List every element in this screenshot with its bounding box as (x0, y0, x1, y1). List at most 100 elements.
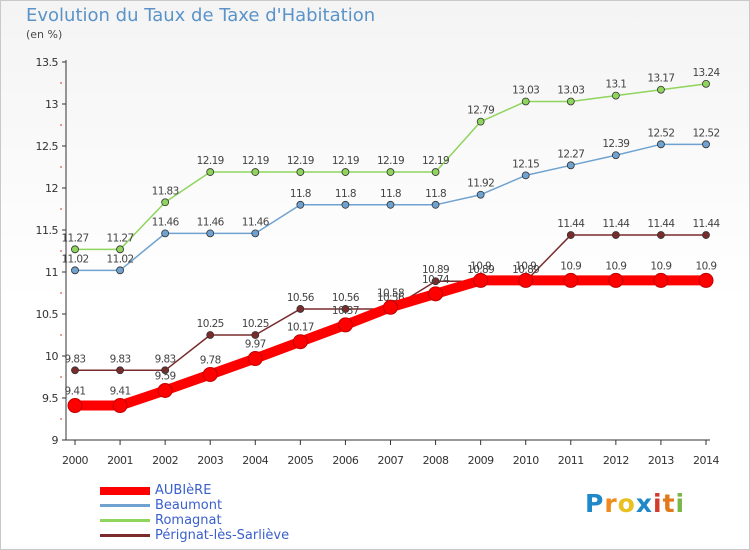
y-tick-label: 11.5 (36, 224, 59, 237)
data-label: 10.37 (332, 305, 359, 317)
data-point (206, 168, 215, 176)
data-label: 9.83 (155, 353, 176, 365)
data-point (292, 334, 308, 350)
y-tick-label: 13.5 (36, 56, 59, 69)
data-label: 9.97 (245, 339, 266, 351)
data-label: 11.44 (647, 218, 675, 230)
data-label: 12.19 (422, 155, 449, 167)
legend-entry: Romagnat (100, 513, 289, 528)
data-point (521, 171, 530, 180)
data-point (518, 272, 534, 288)
x-tick-label: 2013 (648, 454, 674, 467)
data-label: 10.9 (515, 260, 536, 272)
y-tick-label: 9 (52, 434, 59, 447)
data-point (161, 229, 170, 238)
data-point (611, 91, 620, 100)
data-point (476, 190, 485, 199)
legend-label: Beaumont (155, 498, 223, 513)
data-point (251, 331, 260, 339)
data-point (563, 272, 579, 288)
legend-entry: AUBIèRE (100, 483, 289, 498)
x-tick-label: 2000 (62, 454, 88, 467)
data-label: 11.92 (467, 178, 494, 190)
data-label: 13.03 (512, 84, 539, 96)
data-label: 10.89 (422, 264, 449, 276)
data-point (702, 231, 710, 239)
data-label: 12.27 (557, 148, 584, 160)
data-point (702, 140, 710, 149)
x-tick-label: 2010 (513, 454, 539, 467)
legend-entry: Beaumont (100, 498, 289, 513)
legend-label: Romagnat (155, 513, 222, 528)
brand-logo-letter: o (617, 489, 636, 518)
data-point (702, 79, 710, 88)
x-tick-label: 2008 (423, 454, 449, 467)
brand-logo-letter: r (604, 489, 618, 518)
data-point (247, 351, 263, 367)
data-label: 12.19 (332, 155, 359, 167)
data-label: 12.39 (602, 138, 629, 150)
data-point (251, 168, 260, 176)
data-label: 11.02 (61, 253, 88, 265)
x-tick-label: 2009 (468, 454, 494, 467)
data-label: 10.25 (242, 318, 269, 330)
data-point (386, 200, 395, 209)
data-label: 12.19 (377, 155, 404, 167)
data-label: 10.89 (512, 264, 539, 276)
data-point (116, 245, 124, 254)
brand-logo-letter: t (662, 489, 676, 518)
data-label: 10.58 (377, 287, 404, 299)
data-label: 11.46 (197, 216, 225, 228)
data-label: 11.8 (335, 188, 356, 200)
brand-logo-letter: x (635, 489, 653, 518)
data-label: 10.9 (605, 260, 626, 272)
data-point (112, 398, 128, 414)
data-point (161, 198, 170, 207)
data-point (296, 168, 305, 176)
data-label: 12.19 (242, 155, 269, 167)
data-point (71, 366, 79, 375)
x-tick-label: 2005 (287, 454, 313, 467)
data-label: 11.44 (692, 218, 720, 230)
x-tick-label: 2003 (197, 454, 223, 467)
data-label: 10.56 (332, 292, 360, 304)
data-label: 10.17 (287, 322, 314, 334)
data-label: 13.17 (647, 73, 674, 85)
data-label: 9.41 (65, 386, 86, 398)
y-tick-label: 12.5 (36, 140, 59, 153)
y-tick-label: 11 (45, 266, 58, 279)
data-label: 10.25 (197, 318, 224, 330)
data-point (202, 366, 218, 382)
data-point (386, 168, 395, 176)
data-point (653, 272, 669, 288)
data-label: 11.8 (380, 188, 401, 200)
legend-swatch (100, 534, 150, 537)
data-label: 10.74 (422, 274, 450, 286)
legend-label: Pérignat-lès-Sarliève (155, 528, 290, 543)
data-label: 12.15 (512, 158, 539, 170)
x-tick-label: 2002 (152, 454, 178, 467)
data-label: 10.89 (467, 264, 494, 276)
data-label: 12.79 (467, 105, 494, 117)
data-label: 11.44 (557, 218, 585, 230)
data-point (206, 331, 215, 339)
data-label: 13.24 (692, 67, 720, 79)
data-point (657, 85, 665, 94)
y-tick-label: 13 (45, 98, 58, 111)
legend-label: AUBIèRE (155, 483, 212, 498)
y-tick-label: 10 (45, 350, 58, 363)
data-point (431, 200, 440, 209)
data-point (476, 117, 485, 126)
data-label: 9.59 (155, 370, 176, 382)
data-label: 12.52 (692, 127, 719, 139)
data-point (116, 266, 124, 275)
x-tick-label: 2012 (603, 454, 629, 467)
data-point (337, 317, 353, 333)
data-point (341, 305, 350, 313)
data-label: 11.46 (242, 216, 270, 228)
brand-logo-letter: i (675, 489, 686, 518)
y-tick-label: 9.5 (42, 392, 58, 405)
data-point (473, 272, 489, 288)
data-point (341, 168, 350, 176)
brand-logo-letter: P (585, 489, 605, 518)
